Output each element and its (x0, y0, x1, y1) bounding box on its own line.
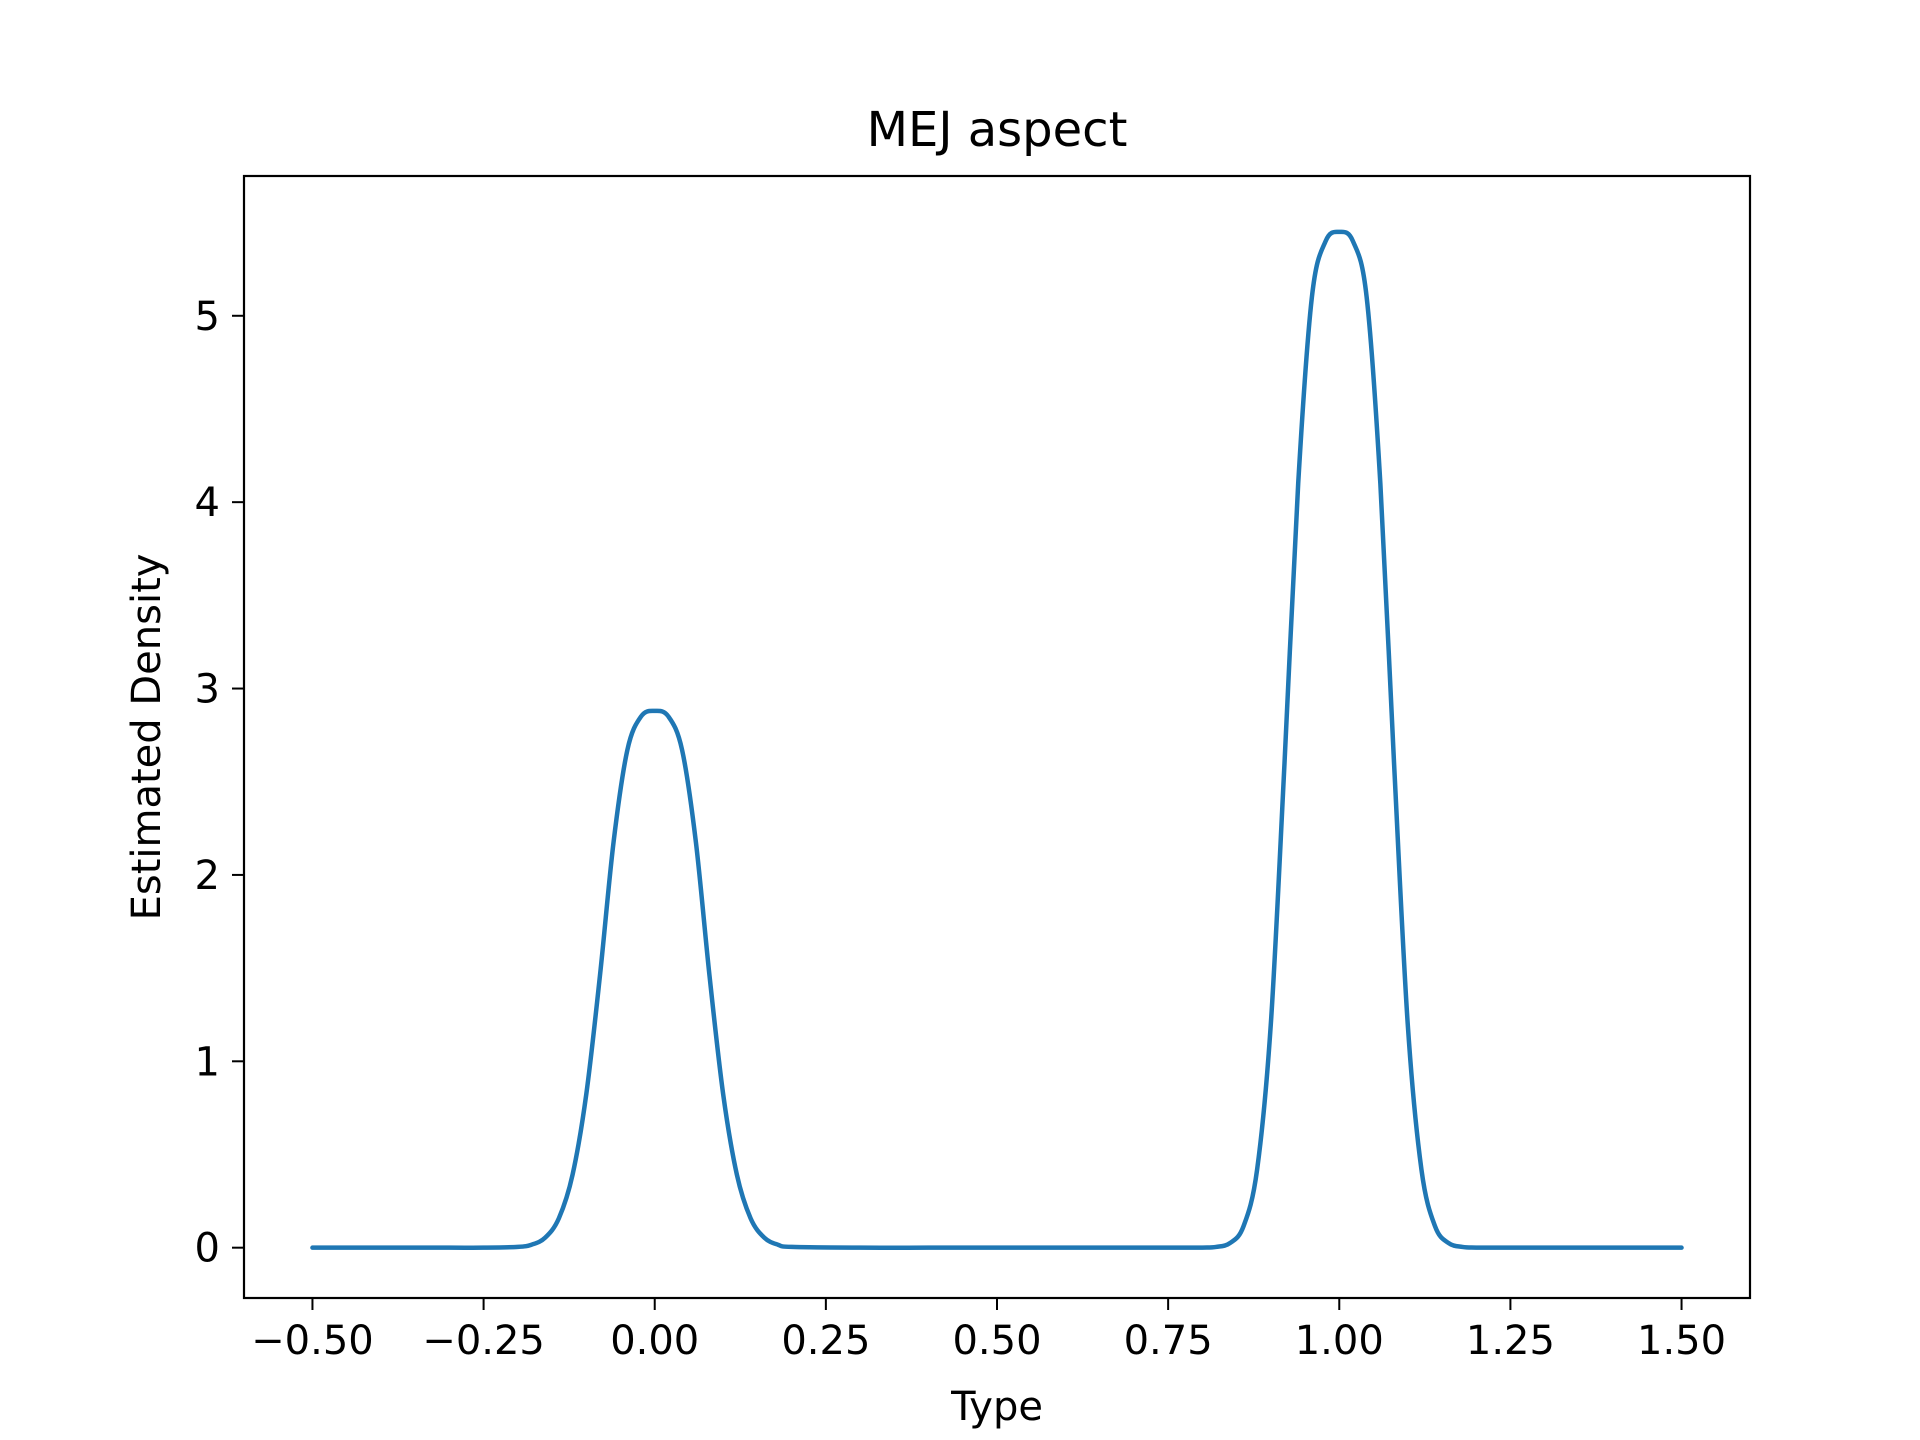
y-tick-label: 1 (195, 1039, 220, 1085)
y-tick-label: 2 (195, 853, 220, 899)
x-tick-label: −0.25 (422, 1318, 545, 1364)
x-tick-label: 0.50 (952, 1318, 1041, 1364)
chart-title: MEJ aspect (867, 102, 1128, 158)
plot-frame (242, 174, 1752, 1300)
x-tick-label: 0.00 (610, 1318, 699, 1364)
x-tick-label: 1.25 (1466, 1318, 1555, 1364)
y-tick-label: 3 (195, 667, 220, 713)
x-tick-label: 0.75 (1124, 1318, 1213, 1364)
y-axis-label: Estimated Density (124, 554, 170, 921)
x-axis-label: Type (950, 1384, 1043, 1430)
y-tick-label: 4 (195, 480, 220, 526)
y-axis-ticks: 0 1 2 3 4 5 (195, 294, 244, 1272)
x-tick-label: 1.50 (1637, 1318, 1726, 1364)
x-tick-label: −0.50 (251, 1318, 374, 1364)
y-tick-label: 5 (195, 294, 220, 340)
x-axis-ticks: −0.50 −0.25 0.00 0.25 0.50 0.75 1.00 1.25 1.50 (251, 1298, 1726, 1364)
x-tick-label: 1.00 (1295, 1318, 1384, 1364)
y-tick-label: 0 (195, 1226, 220, 1272)
x-tick-label: 0.25 (781, 1318, 870, 1364)
density-line (310, 229, 1684, 1250)
